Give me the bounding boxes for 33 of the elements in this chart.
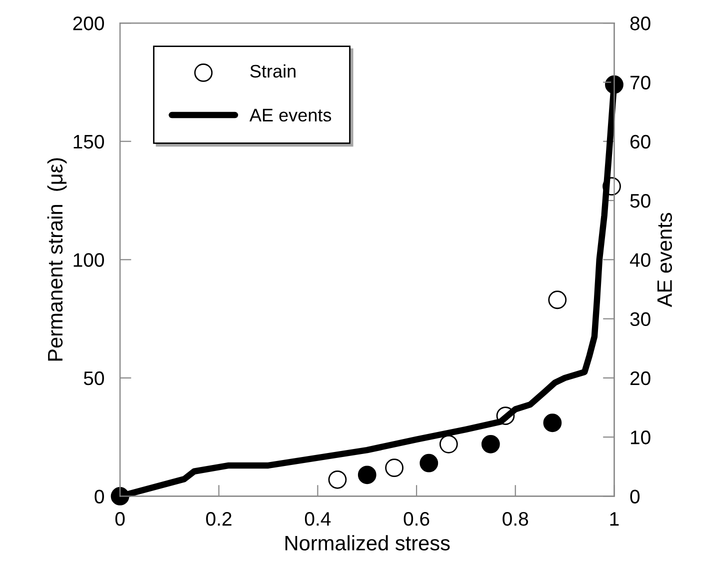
y2-tick-label: 40 (630, 253, 650, 267)
x-tick-label: 0.2 (206, 512, 232, 526)
legend-label: Strain (250, 64, 296, 78)
y2-tick-label: 70 (630, 76, 650, 90)
y-tick-label: 150 (74, 134, 104, 149)
point (385, 458, 404, 478)
y2-tick-label: 20 (630, 371, 650, 386)
legend-label: AE events (249, 108, 332, 122)
point (328, 470, 347, 489)
point (358, 466, 376, 484)
y2-tick-label: 50 (630, 194, 650, 208)
x-tick-label: 0 (115, 512, 125, 526)
x-tick-label: 0.6 (404, 512, 430, 526)
y2-tick-label: 0 (630, 490, 640, 504)
point (439, 434, 458, 454)
y-tick-label: 50 (84, 371, 104, 386)
y-axis-title: Permanent strain (με) (47, 158, 67, 361)
point (548, 290, 567, 310)
y2-tick-label: 80 (630, 16, 650, 30)
point (543, 414, 562, 432)
y-tick-label: 100 (74, 253, 104, 267)
point (420, 454, 438, 472)
y2-tick-label: 60 (630, 134, 650, 149)
x-tick-label: 0.8 (502, 512, 528, 526)
y-tick-label: 200 (73, 16, 104, 30)
y-tick-label: 0 (94, 490, 104, 504)
point (481, 434, 500, 454)
x-tick-label: 0.4 (304, 512, 331, 526)
y2-tick-label: 10 (630, 430, 650, 444)
x-tick-label: 1 (610, 512, 619, 526)
y2-tick-label: 30 (630, 312, 650, 326)
y2-axis-title: AE events (657, 212, 672, 308)
x-axis-title: Normalized stress (285, 535, 450, 550)
